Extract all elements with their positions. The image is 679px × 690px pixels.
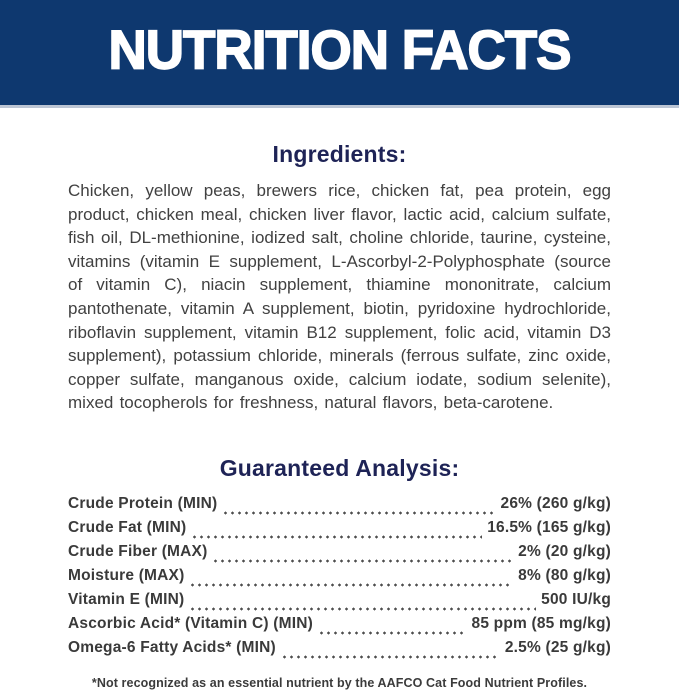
analysis-heading: Guaranteed Analysis: xyxy=(219,454,460,481)
analysis-row-value: 8% (80 g/kg) xyxy=(518,566,611,584)
analysis-row: Ascorbic Acid* (Vitamin C) (MIN) 85 ppm … xyxy=(68,615,611,639)
dot-leader xyxy=(222,508,496,515)
dot-leader xyxy=(189,604,537,611)
guaranteed-analysis-section: Guaranteed Analysis: Crude Protein (MIN)… xyxy=(0,455,679,663)
analysis-row-label: Crude Fiber (MAX) xyxy=(68,542,208,560)
analysis-row-value: 26% (260 g/kg) xyxy=(500,494,611,512)
analysis-row-value: 2.5% (25 g/kg) xyxy=(504,638,611,656)
analysis-row-value: 500 IU/kg xyxy=(541,590,611,608)
analysis-row-label: Moisture (MAX) xyxy=(68,566,185,584)
analysis-row: Crude Protein (MIN) 26% (260 g/kg) xyxy=(68,495,611,519)
analysis-row-label: Crude Protein (MIN) xyxy=(68,494,218,512)
analysis-row-label: Omega-6 Fatty Acids* (MIN) xyxy=(68,638,276,656)
dot-leader xyxy=(191,532,483,539)
dot-leader xyxy=(189,580,514,587)
header-banner: NUTRITION FACTS xyxy=(0,0,679,108)
dot-leader xyxy=(212,556,514,563)
dot-leader xyxy=(317,628,467,635)
page-title: NUTRITION FACTS xyxy=(108,19,573,82)
analysis-row: Crude Fat (MIN) 16.5% (165 g/kg) xyxy=(68,519,611,543)
ingredients-text: Chicken, yellow peas, brewers rice, chic… xyxy=(68,181,611,413)
ingredients-section: Ingredients: Chicken, yellow peas, brewe… xyxy=(0,141,679,415)
analysis-row-value: 2% (20 g/kg) xyxy=(518,542,611,560)
footer: *Not recognized as an essential nutrient… xyxy=(0,676,679,690)
analysis-row-label: Vitamin E (MIN) xyxy=(68,590,185,608)
analysis-row: Omega-6 Fatty Acids* (MIN) 2.5% (25 g/kg… xyxy=(68,639,611,663)
analysis-table: Crude Protein (MIN) 26% (260 g/kg) Crude… xyxy=(68,495,611,663)
analysis-row-label: Crude Fat (MIN) xyxy=(68,518,187,536)
analysis-row-value: 16.5% (165 g/kg) xyxy=(487,518,611,536)
analysis-row: Vitamin E (MIN) 500 IU/kg xyxy=(68,591,611,615)
dot-leader xyxy=(280,652,500,659)
analysis-row-value: 85 ppm (85 mg/kg) xyxy=(471,614,611,632)
footnote: *Not recognized as an essential nutrient… xyxy=(91,675,588,690)
ingredients-heading: Ingredients: xyxy=(272,141,407,167)
analysis-row: Moisture (MAX) 8% (80 g/kg) xyxy=(68,567,611,591)
analysis-row: Crude Fiber (MAX) 2% (20 g/kg) xyxy=(68,543,611,567)
analysis-row-label: Ascorbic Acid* (Vitamin C) (MIN) xyxy=(68,614,313,632)
